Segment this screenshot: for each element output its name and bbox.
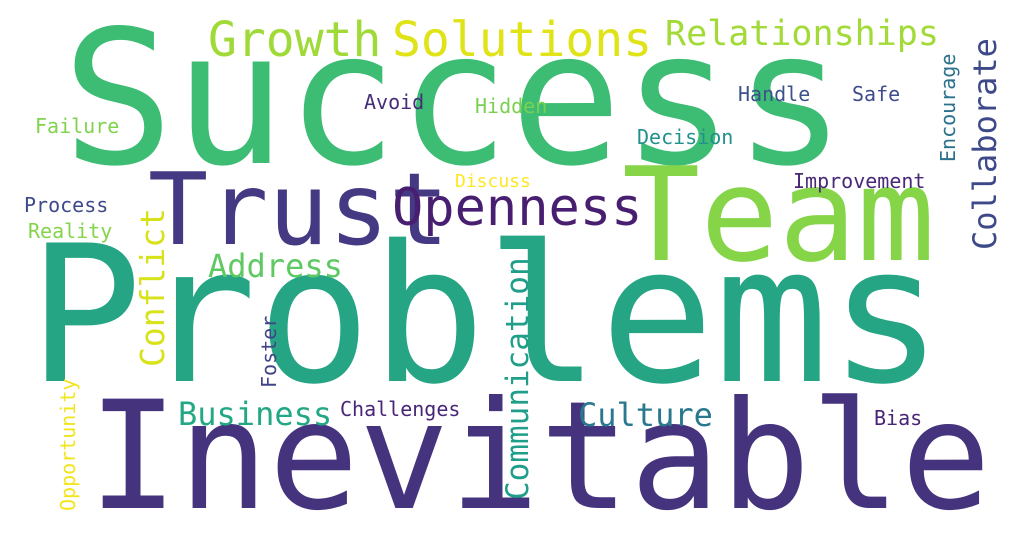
word-problems: Problems (28, 205, 944, 426)
word-encourage: Encourage (936, 53, 960, 162)
word-growth: Growth (208, 12, 382, 68)
word-conflict: Conflict (133, 208, 172, 367)
word-inevitable: Inevitable (88, 370, 992, 536)
word-address: Address (208, 247, 343, 285)
word-bias: Bias (874, 406, 923, 430)
word-solutions: Solutions (392, 12, 653, 68)
word-communication: Communication (500, 257, 536, 500)
word-team: Team (622, 139, 936, 291)
word-decision: Decision (637, 125, 734, 149)
word-reality: Reality (28, 219, 113, 243)
word-hidden: Hidden (475, 94, 548, 118)
word-culture: Culture (578, 396, 713, 434)
word-discuss: Discuss (455, 171, 531, 192)
word-collaborate: Collaborate (966, 38, 1004, 250)
word-success: Success (62, 0, 846, 207)
word-opportunity: Opportunity (56, 378, 80, 511)
word-openness: Openness (392, 178, 643, 238)
word-business: Business (178, 395, 333, 433)
word-challenges: Challenges (340, 397, 461, 421)
word-relationships: Relationships (665, 14, 939, 54)
word-avoid: Avoid (364, 90, 425, 114)
word-improvement: Improvement (793, 169, 926, 193)
word-handle: Handle (738, 82, 811, 106)
word-process: Process (24, 193, 109, 217)
word-trust: Trust (148, 151, 450, 268)
word-safe: Safe (852, 82, 901, 106)
word-failure: Failure (35, 114, 120, 138)
word-foster: Foster (257, 315, 281, 388)
